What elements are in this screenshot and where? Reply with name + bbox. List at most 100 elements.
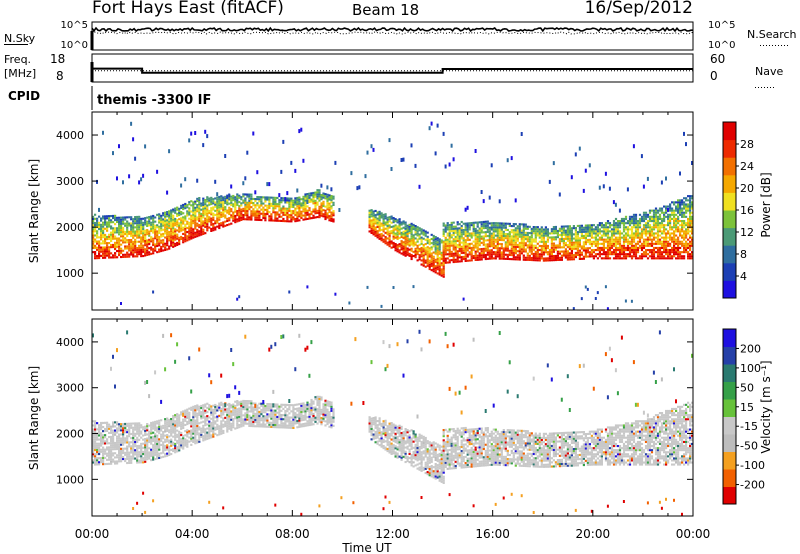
- heatmap-cell: [314, 199, 317, 202]
- heatmap-cell: [182, 439, 185, 442]
- heatmap-cell: [522, 248, 525, 251]
- heatmap-cell: [224, 220, 227, 223]
- heatmap-cell: [548, 248, 551, 251]
- heatmap-cell: [450, 242, 453, 245]
- heatmap-cell: [450, 252, 453, 255]
- heatmap-cell: [168, 447, 171, 450]
- heatmap-cell: [644, 211, 648, 214]
- heatmap-cell: [624, 217, 628, 220]
- heatmap-cell: [456, 256, 459, 259]
- heatmap-cell: [182, 222, 185, 225]
- heatmap-cell: [612, 220, 616, 223]
- heatmap-cell: [663, 215, 666, 218]
- heatmap-cell: [687, 217, 690, 220]
- heatmap-cell: [290, 201, 293, 204]
- date-label: 16/Sep/2012: [585, 0, 693, 18]
- heatmap-cell: [162, 451, 165, 454]
- heatmap-cell: [564, 229, 567, 232]
- heatmap-cell: [102, 246, 105, 249]
- heatmap-cell: [126, 220, 129, 223]
- heatmap-cell: [142, 217, 145, 220]
- heatmap-cell: [260, 219, 263, 222]
- heatmap-cell: [158, 244, 161, 247]
- heatmap-cell: [498, 236, 501, 239]
- heatmap-cell: [560, 256, 563, 259]
- heatmap-cell: [280, 219, 283, 222]
- heatmap-cell: [260, 204, 263, 207]
- heatmap-cell: [500, 243, 503, 246]
- heatmap-cell: [514, 235, 517, 238]
- heatmap-cell: [406, 249, 409, 252]
- heatmap-cell: [132, 451, 135, 454]
- heatmap-cell: [116, 456, 119, 459]
- heatmap-cell: [104, 463, 107, 466]
- heatmap-cell: [552, 230, 555, 233]
- heatmap-cell: [663, 230, 666, 233]
- heatmap-cell: [432, 270, 435, 273]
- heatmap-cell: [548, 253, 551, 256]
- heatmap-cell: [624, 228, 628, 231]
- heatmap-cell: [648, 211, 652, 214]
- heatmap-cell: [316, 193, 319, 196]
- heatmap-cell: [182, 426, 185, 429]
- heatmap-cell: [142, 491, 145, 495]
- heatmap-cell: [673, 215, 676, 218]
- heatmap-cell: [418, 243, 421, 246]
- heatmap-cell: [112, 421, 115, 424]
- heatmap-cell: [434, 248, 437, 251]
- heatmap-cell: [642, 184, 645, 189]
- heatmap-cell: [372, 225, 375, 228]
- heatmap-cell: [420, 242, 423, 245]
- heatmap-cell: [122, 449, 125, 452]
- heatmap-cell: [132, 453, 135, 456]
- heatmap-cell: [642, 244, 646, 247]
- heatmap-cell: [648, 236, 652, 239]
- heatmap-cell: [228, 223, 231, 226]
- heatmap-cell: [162, 220, 165, 223]
- heatmap-cell: [430, 242, 433, 245]
- heatmap-cell: [624, 232, 628, 235]
- heatmap-cell: [394, 226, 397, 229]
- heatmap-cell: [660, 232, 664, 235]
- heatmap-cell: [426, 258, 429, 261]
- heatmap-cell: [158, 219, 161, 222]
- heatmap-cell: [98, 438, 101, 441]
- heatmap-cell: [482, 220, 485, 223]
- heatmap-cell: [222, 211, 225, 214]
- heatmap-cell: [542, 234, 545, 237]
- heatmap-cell: [112, 431, 115, 434]
- heatmap-cell: [422, 252, 425, 255]
- heatmap-cell: [438, 248, 441, 251]
- heatmap-cell: [484, 239, 487, 242]
- heatmap-cell: [648, 232, 652, 235]
- heatmap-cell: [404, 238, 407, 241]
- heatmap-cell: [450, 221, 453, 224]
- heatmap-cell: [168, 425, 171, 428]
- heatmap-cell: [146, 243, 149, 246]
- heatmap-cell: [538, 236, 541, 239]
- heatmap-cell: [182, 212, 185, 215]
- heatmap-cell: [558, 238, 561, 241]
- heatmap-cell: [146, 249, 149, 252]
- heatmap-cell: [98, 446, 101, 449]
- heatmap-cell: [488, 232, 491, 235]
- heatmap-cell: [584, 234, 587, 237]
- heatmap-cell: [350, 171, 353, 176]
- heatmap-cell: [204, 217, 207, 220]
- heatmap-cell: [432, 255, 435, 258]
- heatmap-cell: [176, 417, 179, 420]
- heatmap-cell: [122, 443, 125, 446]
- heatmap-cell: [652, 215, 656, 218]
- heatmap-cell: [488, 239, 491, 242]
- heatmap-cell: [663, 244, 666, 247]
- heatmap-cell: [524, 248, 527, 251]
- heatmap-cell: [160, 241, 163, 244]
- heatmap-cell: [198, 203, 201, 206]
- heatmap-cell: [512, 245, 515, 248]
- heatmap-cell: [470, 234, 473, 237]
- heatmap-cell: [390, 230, 393, 233]
- heatmap-cell: [374, 216, 377, 219]
- heatmap-cell: [484, 255, 487, 258]
- heatmap-cell: [202, 232, 205, 235]
